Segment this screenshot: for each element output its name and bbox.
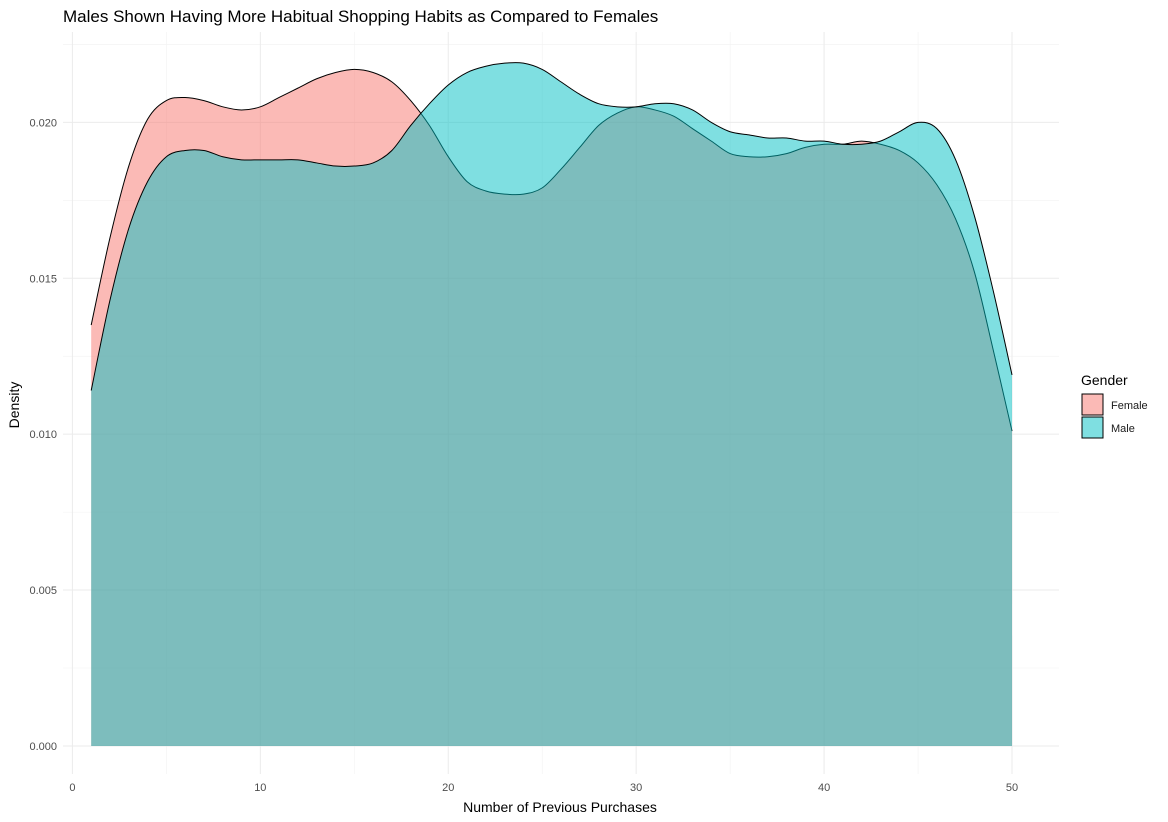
legend-title: Gender — [1081, 372, 1128, 388]
y-axis-title: Density — [6, 382, 22, 429]
x-tick-label: 40 — [818, 782, 830, 794]
chart-title: Males Shown Having More Habitual Shoppin… — [63, 7, 658, 26]
y-tick-label: 0.000 — [29, 741, 57, 753]
y-tick-label: 0.020 — [29, 117, 57, 129]
density-areas — [90, 62, 1013, 746]
legend-label: Male — [1111, 423, 1135, 435]
y-tick-label: 0.015 — [29, 273, 57, 285]
legend-item-male: Male — [1081, 416, 1135, 439]
y-axis: 0.000 0.005 0.010 0.015 0.020 — [29, 117, 57, 753]
legend-key — [1081, 393, 1104, 416]
x-axis-title: Number of Previous Purchases — [463, 799, 657, 815]
legend-item-female: Female — [1081, 393, 1148, 416]
x-tick-label: 20 — [442, 782, 454, 794]
y-tick-label: 0.005 — [29, 585, 57, 597]
x-tick-label: 10 — [254, 782, 266, 794]
x-axis: 0 10 20 30 40 50 — [69, 782, 1018, 794]
density-outline-male — [90, 62, 1013, 391]
density-area-male — [91, 62, 1013, 746]
legend: Gender Female Male — [1081, 372, 1148, 439]
x-tick-label: 30 — [630, 782, 642, 794]
legend-key — [1081, 416, 1104, 439]
x-tick-label: 0 — [69, 782, 75, 794]
x-tick-label: 50 — [1006, 782, 1018, 794]
y-tick-label: 0.010 — [29, 429, 57, 441]
density-male — [90, 62, 1013, 746]
legend-label: Female — [1111, 400, 1148, 412]
